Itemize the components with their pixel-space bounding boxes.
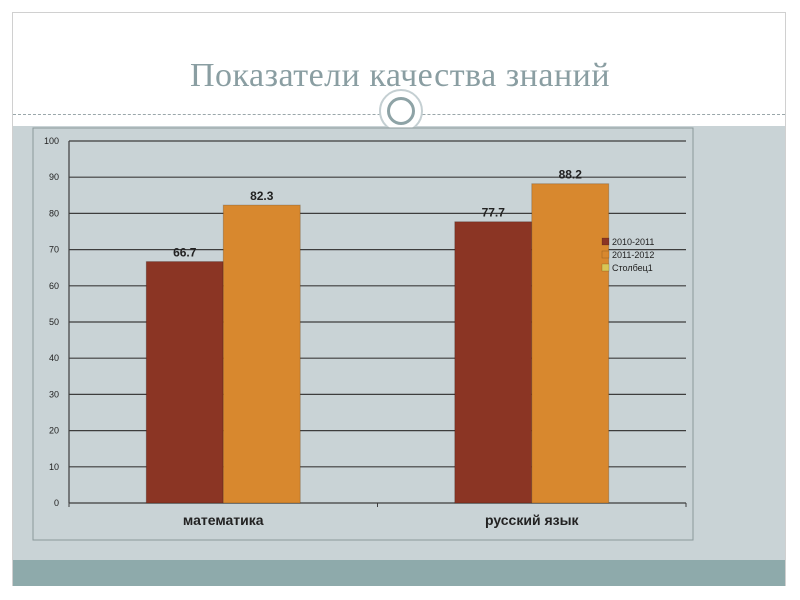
bar — [222, 204, 301, 504]
y-tick-label: 80 — [49, 208, 59, 218]
legend-swatch — [601, 237, 610, 246]
category-label: русский язык — [485, 512, 580, 528]
legend-label: 2010-2011 — [612, 237, 654, 247]
y-tick-label: 0 — [54, 498, 59, 508]
legend-label: Столбец1 — [612, 263, 653, 273]
category-label: математика — [183, 512, 264, 528]
bar — [454, 221, 533, 504]
y-tick-label: 70 — [49, 245, 59, 255]
legend-swatch — [601, 250, 610, 259]
bar — [145, 261, 224, 504]
y-tick-label: 30 — [49, 389, 59, 399]
y-tick-label: 10 — [49, 462, 59, 472]
y-tick-label: 20 — [49, 426, 59, 436]
data-label: 82.3 — [250, 189, 274, 203]
y-tick-label: 90 — [49, 172, 59, 182]
bar — [531, 183, 610, 504]
circle-ornament-inner — [387, 97, 415, 125]
footer-band — [13, 560, 785, 586]
page-title: Показатели качества знаний — [189, 57, 611, 94]
data-label: 88.2 — [559, 168, 583, 182]
data-label: 77.7 — [482, 206, 506, 220]
y-tick-label: 40 — [49, 353, 59, 363]
data-label: 66.7 — [173, 246, 197, 260]
legend-label: 2011-2012 — [612, 250, 654, 260]
y-tick-label: 50 — [49, 317, 59, 327]
y-tick-label: 100 — [44, 136, 59, 146]
legend-swatch — [601, 263, 610, 272]
y-tick-label: 60 — [49, 281, 59, 291]
